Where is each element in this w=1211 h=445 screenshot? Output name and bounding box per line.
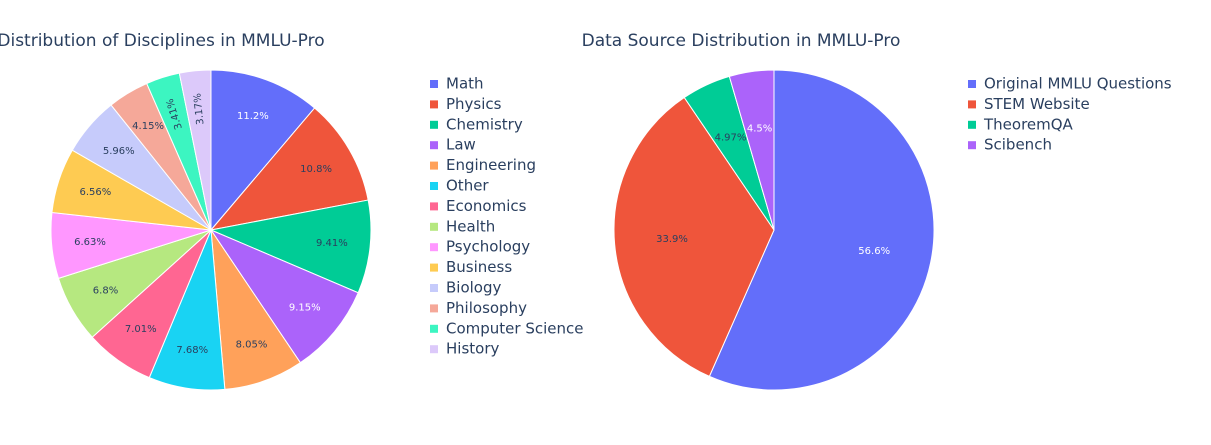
pie-slice-scibench[interactable]: [728, 69, 775, 231]
slice-label: 9.15%: [289, 302, 321, 313]
legend-item-history[interactable]: History: [430, 340, 499, 358]
legend-swatch: [430, 80, 438, 88]
legend-item-chemistry[interactable]: Chemistry: [430, 115, 523, 133]
legend-item-business[interactable]: Business: [430, 258, 512, 276]
legend-item-other[interactable]: Other: [430, 177, 489, 195]
legend-swatch: [430, 304, 438, 313]
legend-label: Chemistry: [446, 115, 523, 133]
legend-swatch: [968, 120, 976, 129]
legend-label: Scibench: [984, 136, 1052, 154]
legend-item-law[interactable]: Law: [430, 136, 476, 154]
legend-swatch: [430, 100, 438, 109]
legend-label: Engineering: [446, 156, 536, 174]
legend-item-psychology[interactable]: Psychology: [430, 238, 530, 256]
legend-swatch: [430, 222, 438, 231]
legend-label: Health: [446, 217, 495, 235]
pie-slice-history[interactable]: [178, 69, 212, 231]
legend-swatch: [430, 345, 438, 354]
slice-label: 6.63%: [74, 237, 106, 248]
legend: Math Physics Chemistry Law Engineering Other E…: [430, 75, 583, 358]
legend-label: Law: [446, 136, 476, 154]
pie-slice-math[interactable]: [210, 69, 316, 232]
slice-label: 9.41%: [316, 238, 348, 249]
slice-label: 5.96%: [103, 146, 135, 157]
chart-title: Data Source Distribution in MMLU-Pro: [582, 31, 901, 51]
legend-swatch: [430, 284, 438, 292]
legend-item-theoremqa[interactable]: TheoremQA: [968, 115, 1074, 133]
legend-swatch: [430, 243, 438, 252]
legend-item-health[interactable]: Health: [430, 217, 495, 235]
slice-label: 11.2%: [237, 111, 269, 122]
slice-label: 3.17%: [192, 93, 206, 126]
slice-label: 33.9%: [656, 234, 688, 245]
legend-label: Computer Science: [446, 319, 583, 337]
legend-item-philosophy[interactable]: Philosophy: [430, 299, 527, 317]
slice-label: 4.5%: [747, 124, 772, 135]
legend-label: Physics: [446, 95, 502, 113]
legend-swatch: [430, 141, 438, 150]
legend-swatch: [430, 324, 438, 333]
slice-label: 56.6%: [858, 246, 890, 257]
pie-slices: 11.2% 10.8% 9.41% 9.15% 8.05% 7.68% 7.01% 6.8% 6…: [50, 69, 372, 391]
legend-item-physics[interactable]: Physics: [430, 95, 502, 113]
legend-swatch: [430, 120, 438, 129]
legend-swatch: [430, 161, 438, 170]
legend-label: TheoremQA: [983, 115, 1074, 133]
slice-label: 4.97%: [715, 132, 747, 143]
legend-swatch: [430, 263, 438, 272]
pie-slices: 56.6% 33.9% 4.97%4.5%: [613, 69, 935, 391]
legend-item-computer-science[interactable]: Computer Science: [430, 319, 583, 337]
legend-item-engineering[interactable]: Engineering: [430, 156, 536, 174]
legend-swatch: [430, 182, 438, 190]
pie-slice-law[interactable]: [209, 228, 359, 364]
legend-swatch: [430, 202, 438, 211]
legend: Original MMLU Questions STEM Website Theor…: [968, 75, 1172, 154]
legend-label: Math: [446, 75, 484, 93]
pie-slice-stem-website[interactable]: [613, 96, 775, 378]
slice-label: 7.01%: [125, 324, 157, 335]
legend-item-scibench[interactable]: Scibench: [968, 136, 1052, 154]
legend-label: History: [446, 340, 499, 358]
data-source-pie-chart: Data Source Distribution in MMLU-Pro 56.…: [582, 31, 1172, 391]
pie-slice-physics[interactable]: [209, 107, 369, 231]
legend-item-economics[interactable]: Economics: [430, 197, 527, 215]
legend-swatch: [968, 80, 976, 88]
legend-item-math[interactable]: Math: [430, 75, 484, 93]
slice-label: 6.8%: [93, 285, 118, 296]
slice-label: 6.56%: [80, 187, 112, 198]
legend-label: Business: [446, 258, 512, 276]
legend-label: Other: [446, 177, 489, 195]
slice-label: 4.15%: [132, 121, 164, 132]
slice-label: 8.05%: [236, 340, 268, 351]
legend-label: STEM Website: [984, 95, 1090, 113]
legend-label: Economics: [446, 197, 527, 215]
legend-label: Original MMLU Questions: [984, 75, 1172, 93]
legend-item-original-mmlu-questions[interactable]: Original MMLU Questions: [968, 75, 1172, 93]
chart-title: Distribution of Disciplines in MMLU-Pro: [0, 31, 325, 51]
pie-slice-chemistry[interactable]: [209, 199, 372, 294]
legend-label: Psychology: [446, 238, 530, 256]
legend-swatch: [968, 141, 976, 150]
legend-swatch: [968, 100, 976, 109]
disciplines-pie-chart: Distribution of Disciplines in MMLU-Pro …: [0, 31, 583, 391]
legend-label: Philosophy: [446, 299, 527, 317]
legend-item-biology[interactable]: Biology: [430, 279, 502, 297]
legend-item-stem-website[interactable]: STEM Website: [968, 95, 1090, 113]
pie-slice-original-mmlu-questions[interactable]: [708, 69, 935, 391]
legend-label: Biology: [446, 279, 502, 297]
slice-label: 7.68%: [176, 345, 208, 356]
slice-label: 10.8%: [300, 164, 332, 175]
